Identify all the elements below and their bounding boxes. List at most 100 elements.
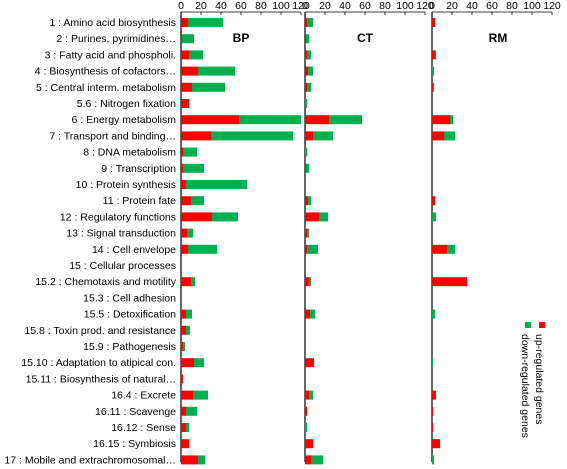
bar-up-regulated [181,18,188,27]
bar-down-regulated [308,66,313,76]
bar-down-regulated [435,50,436,60]
bar-down-regulated [307,228,309,238]
bar-down-regulated [182,34,194,44]
bar-up-regulated [432,82,433,92]
bar-up-regulated [305,34,306,44]
category-label: 17 : Mobile and extrachromosomal… [4,454,176,466]
bar-up-regulated [432,131,444,141]
category-label: 10 : Protein synthesis [76,179,176,191]
bar-down-regulated [211,131,293,141]
category-label: 2 : Purines, pyrimidines… [56,33,176,45]
x-tick-label: 0 [302,0,308,12]
bar-up-regulated [181,277,191,287]
bar-up-regulated [305,50,307,60]
panel-title: CT [357,31,374,45]
bar-down-regulated [191,196,204,206]
bar-down-regulated [305,423,307,432]
bar-down-regulated [444,131,455,141]
bar-up-regulated [432,50,435,60]
bar-down-regulated [183,147,197,157]
bar-down-regulated [319,212,328,222]
bar-down-regulated [186,309,192,319]
bar-up-regulated [432,439,440,449]
category-label: 16.12 : Sense [111,422,176,434]
bar-up-regulated [181,115,239,125]
bar-down-regulated [313,131,333,141]
category-label: 5 : Central interm. metabolism [36,82,176,94]
bar-up-regulated [181,342,183,351]
bar-up-regulated [305,66,308,76]
bar-up-regulated [181,99,189,108]
bar-down-regulated [307,18,313,27]
bar-up-regulated [181,147,183,157]
x-tick-label: 40 [339,0,351,12]
bar-down-regulated [311,455,323,465]
bar-up-regulated [181,325,186,335]
bar-down-regulated [183,342,185,351]
bar-down-regulated [432,66,434,76]
category-label: 5.6 : Nitrogen fixation [77,98,176,110]
bar-down-regulated [307,244,318,254]
x-tick-label: 20 [195,0,207,12]
bar-up-regulated [181,180,186,189]
category-label: 15.9 : Pathogenesis [83,341,176,353]
category-label: 12 : Regulatory functions [60,211,176,223]
bar-up-regulated [305,212,319,222]
bar-up-regulated [181,423,186,432]
bar-up-regulated [181,212,212,222]
bar-up-regulated [305,358,314,368]
bar-up-regulated [432,423,433,432]
bar-down-regulated [183,163,204,173]
bar-up-regulated [181,455,198,465]
bar-down-regulated [186,180,247,189]
bar-down-regulated [194,358,204,368]
x-tick-label: 100 [523,0,541,12]
bar-up-regulated [181,50,189,60]
bar-down-regulated [193,390,208,400]
x-tick-label: 20 [446,0,458,12]
bar-up-regulated [181,196,191,206]
category-label: 16.15 : Symbiosis [93,438,176,450]
legend-swatch [539,322,545,328]
bar-up-regulated [181,82,192,92]
bar-down-regulated [198,455,205,465]
panel-ct: 0 20 40 60 80 100 120 CT [302,0,434,465]
panel-title: BP [233,31,250,45]
bar-up-regulated [305,244,307,254]
bar-up-regulated [305,163,306,173]
category-label: 16.11 : Scavenge [95,406,176,418]
bar-down-regulated [305,99,307,108]
panel-title: RM [489,31,508,45]
x-tick-label: 40 [215,0,227,12]
category-label: 15.2 : Chemotaxis and motility [35,276,176,288]
category-label: 4 : Biosynthesis of cofactors… [35,66,176,78]
bar-down-regulated [212,212,238,222]
bar-up-regulated [432,406,433,416]
bar-up-regulated [305,131,313,141]
bar-down-regulated [432,212,436,222]
legend-label: down-regulated genes [519,334,531,438]
legend-swatch [525,322,531,328]
bar-up-regulated [432,390,436,400]
bar-up-regulated [181,439,189,449]
legend-label: up-regulated genes [533,334,545,425]
x-tick-label: 120 [543,0,561,12]
bar-down-regulated [188,18,223,27]
bar-up-regulated [181,34,182,44]
bar-up-regulated [181,163,183,173]
bar-down-regulated [186,325,190,335]
bar-up-regulated [432,244,447,254]
panel-rm: 0 20 40 60 80 100 120 RM [429,0,561,465]
category-label: 13 : Signal transduction [66,228,176,240]
x-tick-label: 60 [359,0,371,12]
category-label: 11 : Protein fate [103,195,177,207]
bar-up-regulated [432,196,435,206]
bar-up-regulated [181,309,186,319]
bar-up-regulated [432,277,467,287]
category-label: 15.3 : Cell adhesion [83,292,176,304]
bar-up-regulated [305,115,329,125]
bar-up-regulated [305,309,310,319]
panel-bp: 0 20 40 60 80 100 120 BP [178,0,310,465]
